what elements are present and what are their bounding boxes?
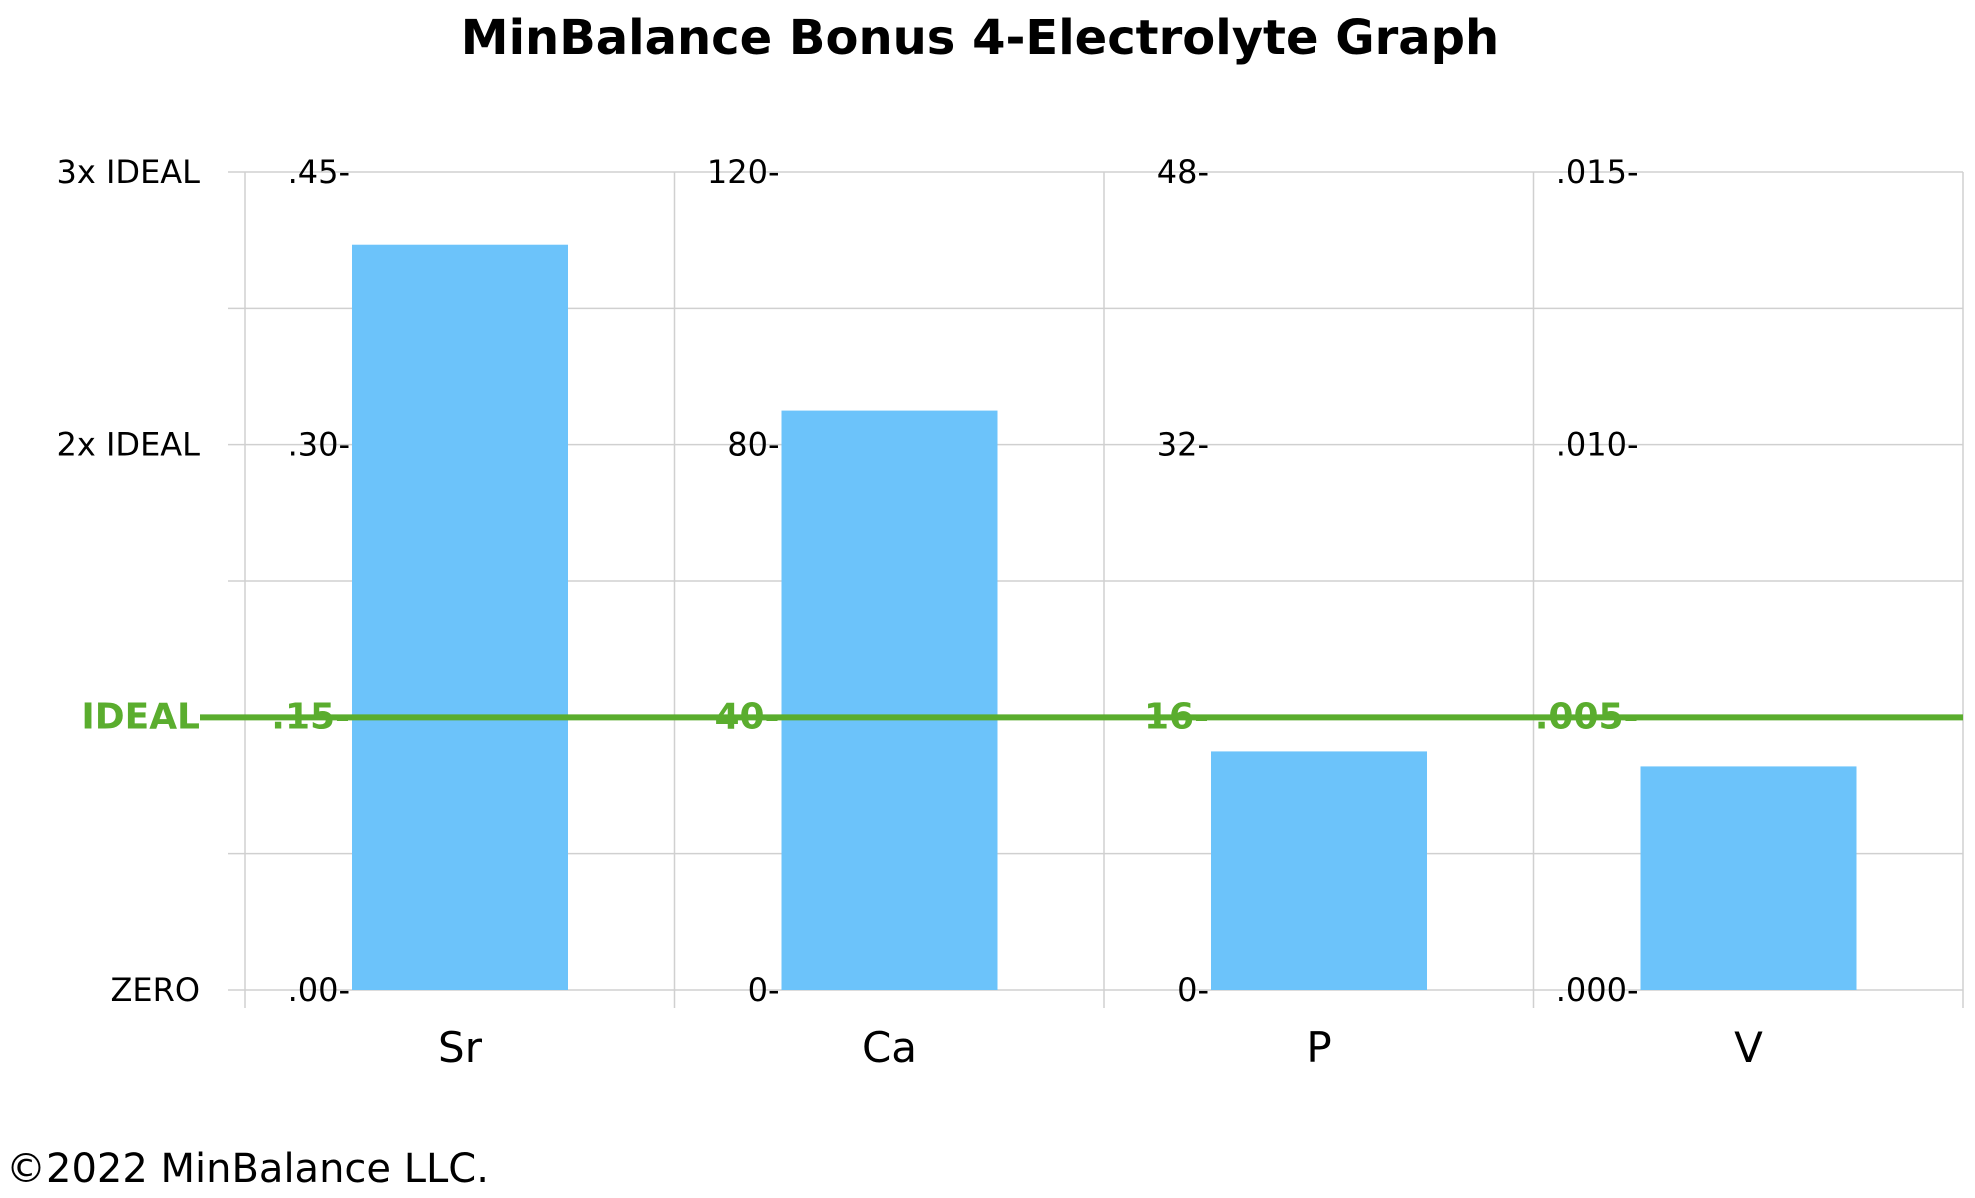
tick-label-p: 48- xyxy=(1157,153,1209,191)
tick-label-v: .000- xyxy=(1556,971,1639,1009)
tick-label-sr: .45- xyxy=(288,153,350,191)
row-label-3x-ideal: 3x IDEAL xyxy=(57,153,201,191)
tick-label-sr: .00- xyxy=(288,971,350,1009)
tick-label-p: 32- xyxy=(1157,426,1209,464)
category-label-sr: Sr xyxy=(438,1023,483,1072)
row-label-2x-ideal: 2x IDEAL xyxy=(57,426,201,464)
tick-label-p: 0- xyxy=(1177,971,1209,1009)
bar-sr xyxy=(352,244,568,990)
tick-label-v: .010- xyxy=(1556,426,1639,464)
tick-label-v: .005- xyxy=(1535,696,1639,737)
chart-title: MinBalance Bonus 4-Electrolyte Graph xyxy=(461,10,1499,66)
row-label-ideal: IDEAL xyxy=(81,696,200,737)
tick-label-p: 16- xyxy=(1144,696,1209,737)
labels: ZERO IDEAL 2x IDEAL 3x IDEAL .00- .15- .30- .45… xyxy=(57,153,1764,1072)
tick-label-ca: 0- xyxy=(748,971,780,1009)
tick-label-ca: 40- xyxy=(714,696,779,737)
row-label-zero: ZERO xyxy=(110,971,200,1009)
copyright-text: ©2022 MinBalance LLC. xyxy=(6,1146,489,1192)
bar-p xyxy=(1211,751,1427,990)
tick-label-sr: .15- xyxy=(271,696,350,737)
category-label-ca: Ca xyxy=(862,1023,917,1072)
tick-label-v: .015- xyxy=(1556,153,1639,191)
category-label-v: V xyxy=(1734,1023,1763,1072)
bar-v xyxy=(1640,766,1857,990)
category-label-p: P xyxy=(1306,1023,1331,1072)
bar-ca xyxy=(781,410,998,990)
tick-label-sr: .30- xyxy=(288,426,350,464)
tick-label-ca: 80- xyxy=(727,426,779,464)
tick-label-ca: 120- xyxy=(707,153,780,191)
bars xyxy=(352,244,1857,990)
